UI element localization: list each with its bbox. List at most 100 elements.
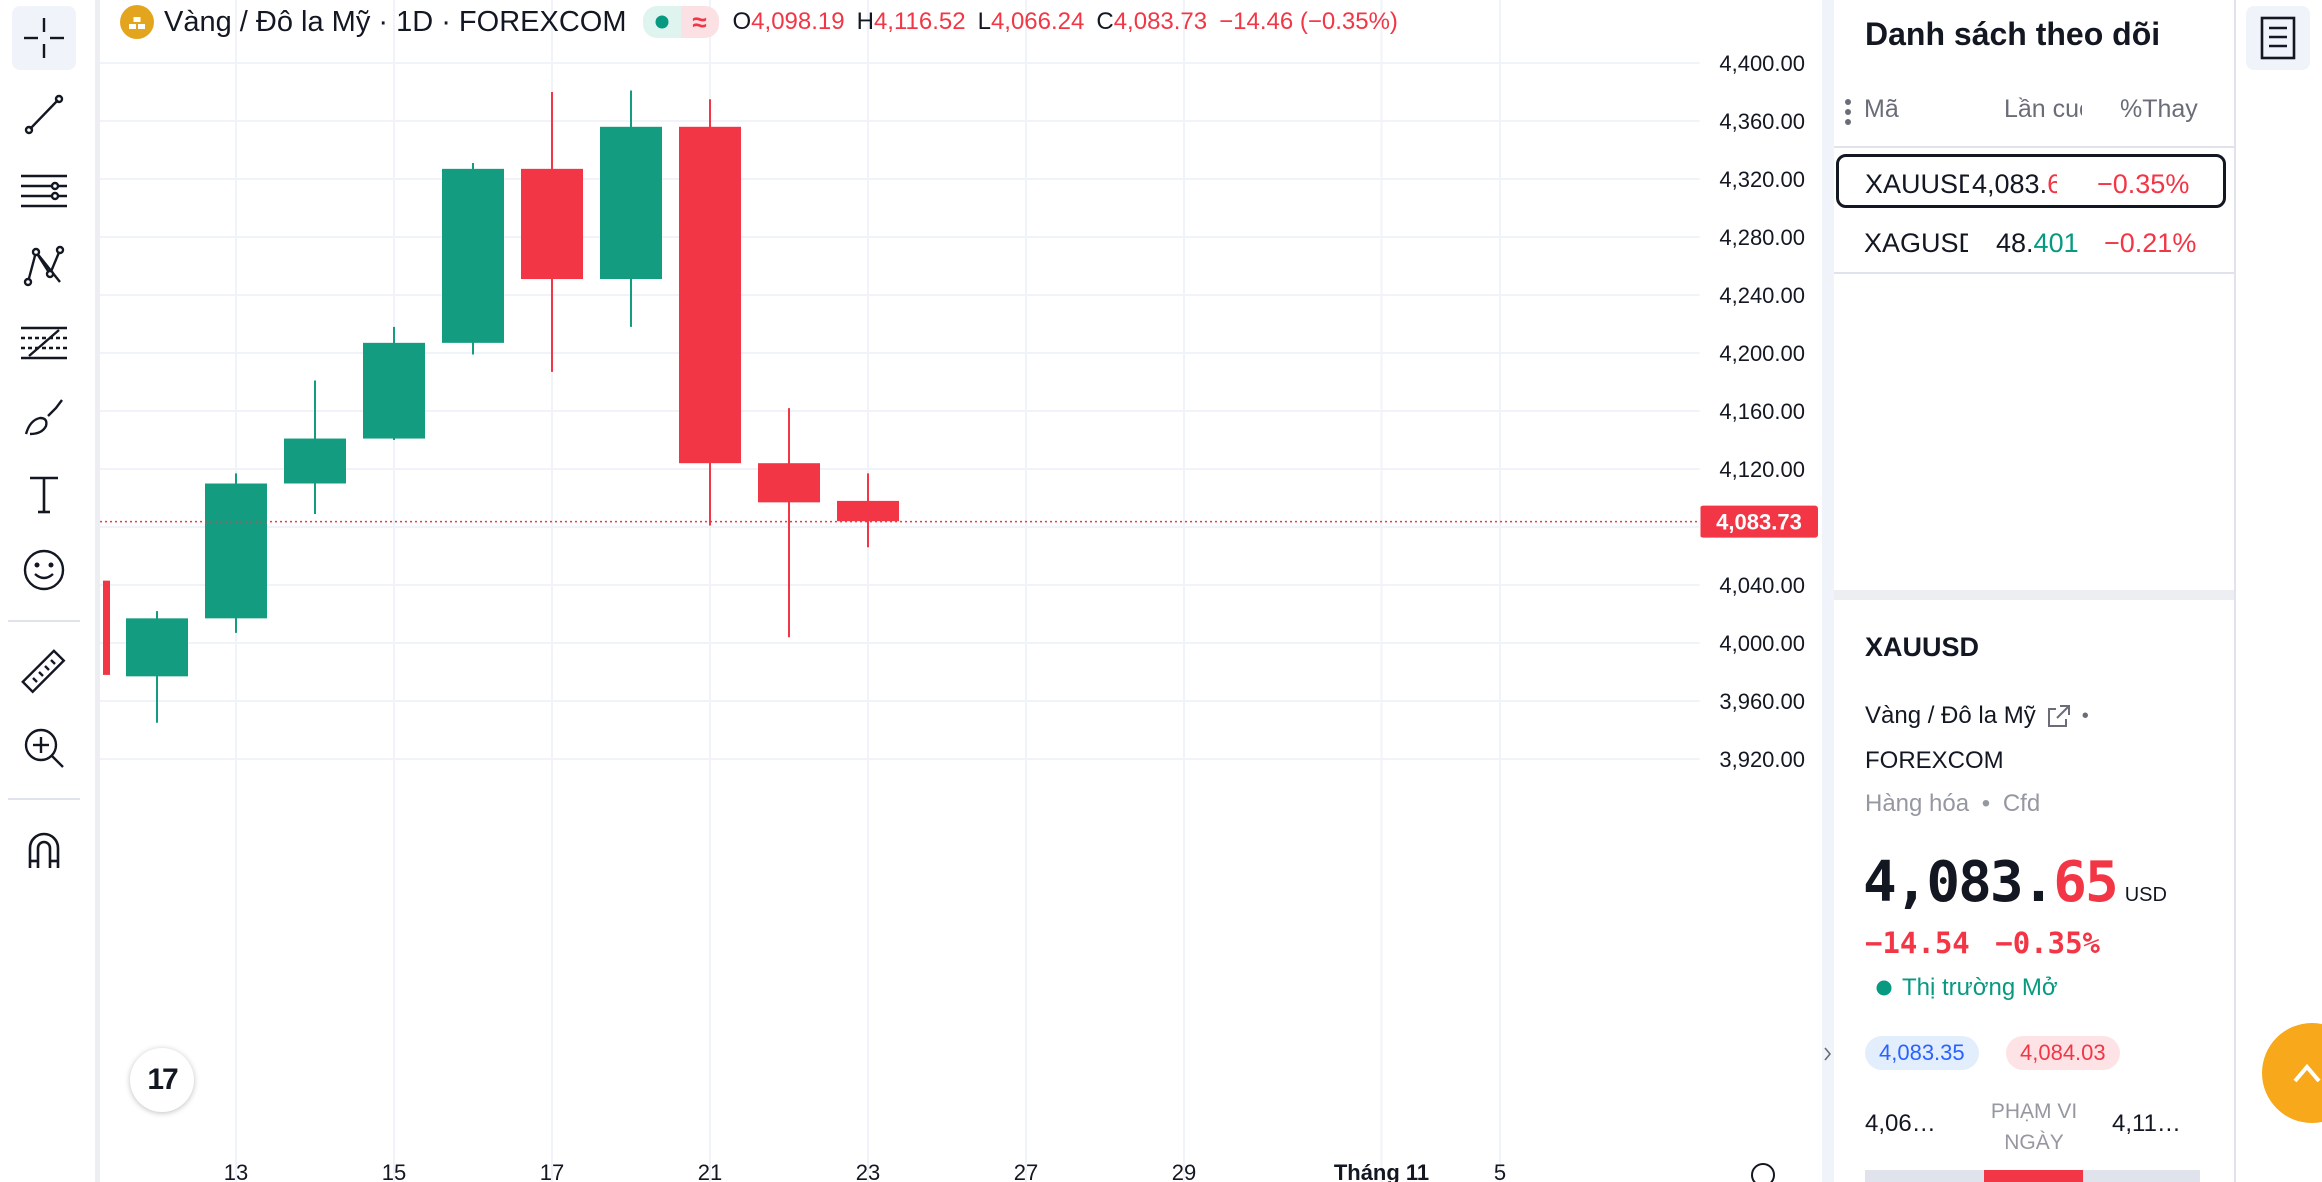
market-status[interactable]: Thị trường Mở	[1902, 974, 2058, 1001]
chevron-up-icon	[2293, 1063, 2321, 1083]
candle-up	[363, 342, 425, 439]
candle-down	[679, 126, 741, 464]
row-last: 4,083.65	[1972, 169, 2057, 199]
tv-logo-text: 17	[147, 1063, 178, 1096]
zoom-in-icon[interactable]	[12, 716, 76, 780]
panel-divider[interactable]	[1822, 0, 1834, 1182]
symbol-details: XAUUSD Vàng / Đô la Mỹ • FOREXCOM Hàng h…	[1834, 600, 2234, 1182]
current-price-badge	[1700, 505, 1818, 538]
range-high: 4,11…	[2112, 1110, 2181, 1137]
watchlist-title: Danh sách theo dõi	[1865, 16, 2161, 52]
text-icon[interactable]	[12, 462, 76, 526]
candle-partial	[103, 580, 110, 675]
detail-type: Cfd	[2002, 790, 2041, 817]
row-change: −0.35%	[2097, 169, 2190, 199]
gold-symbol-icon	[120, 5, 154, 39]
open-label: O	[732, 8, 752, 35]
range-low: 4,06…	[1865, 1110, 1936, 1137]
crosshair-icon[interactable]	[12, 6, 76, 70]
emoji-icon[interactable]	[12, 538, 76, 602]
right-sidebar	[2234, 0, 2322, 1182]
watchlist-row[interactable]: XAUUSD 4,083.65 −0.35%	[1836, 154, 2226, 208]
detail-change: −14.54	[1865, 926, 1970, 960]
open-value: 4,098.19	[751, 8, 845, 35]
y-tick-label: 4,240.00	[1719, 283, 1805, 308]
y-tick-label: 3,920.00	[1719, 747, 1805, 772]
x-tick-label: 23	[856, 1160, 880, 1182]
candle-down	[521, 168, 583, 280]
row-change: −0.21%	[2104, 228, 2197, 258]
watchlist-panel: Danh sách theo dõi Mã Lần cuối %Thay đổi…	[1834, 0, 2234, 590]
detail-name[interactable]: Vàng / Đô la Mỹ	[1865, 702, 2036, 729]
x-tick-label: 5	[1494, 1160, 1506, 1182]
watchlist-row[interactable]: XAGUSD 48.401 −0.21%	[1834, 214, 2234, 274]
bid-badge: 4,083.35	[1865, 1036, 1979, 1070]
current-price-label: 4,083.73	[1716, 510, 1802, 535]
x-tick-label: 17	[540, 1160, 564, 1182]
detail-currency: USD	[2124, 884, 2167, 906]
y-tick-label: 4,280.00	[1719, 225, 1805, 250]
x-tick-label: 15	[382, 1160, 406, 1182]
drawing-toolbar	[0, 0, 88, 1182]
chevron-right-icon[interactable]	[1822, 1036, 1834, 1072]
detail-exchange[interactable]: FOREXCOM	[1865, 747, 2004, 774]
range-bar-fill	[1984, 1170, 2083, 1182]
watchlist-icon[interactable]	[2246, 6, 2310, 70]
brush-icon[interactable]	[12, 386, 76, 450]
tradingview-logo[interactable]: 17	[130, 1048, 194, 1112]
col-change[interactable]: %Thay đổi	[2120, 95, 2202, 123]
settings-icon[interactable]	[1751, 1163, 1775, 1182]
horizontal-lines-icon[interactable]	[12, 158, 76, 222]
y-tick-label: 4,040.00	[1719, 573, 1805, 598]
candle-up	[126, 618, 188, 677]
price-chart[interactable]: 4,400.00 4,360.00 4,320.00 4,280.00 4,240.00…	[100, 0, 1822, 1182]
approx-icon: ≈	[680, 6, 719, 38]
candle-down	[837, 500, 899, 522]
candle-up	[284, 438, 346, 484]
detail-price: 4,083.65	[1863, 850, 2119, 915]
row-symbol: XAUUSD	[1865, 169, 1969, 199]
y-tick-label: 4,160.00	[1719, 399, 1805, 424]
close-value: 4,083.73	[1113, 8, 1208, 35]
candle-up	[600, 126, 662, 280]
y-tick-label: 4,360.00	[1719, 109, 1805, 134]
change-value: −14.46 (−0.35%)	[1219, 8, 1398, 35]
ask-badge: 4,084.03	[2006, 1036, 2120, 1070]
high-value: 4,116.52	[873, 8, 966, 35]
high-label: H	[856, 8, 874, 35]
pattern-icon[interactable]	[12, 234, 76, 298]
market-open-icon	[1876, 980, 1892, 996]
x-tick-label: 29	[1172, 1160, 1196, 1182]
candle-down	[758, 463, 820, 503]
x-tick-label: 13	[224, 1160, 248, 1182]
detail-symbol[interactable]: XAUUSD	[1865, 632, 1980, 662]
row-symbol: XAGUSD	[1864, 228, 1968, 258]
x-tick-label: 21	[698, 1160, 722, 1182]
candle-up	[442, 168, 504, 343]
symbol-title[interactable]: Vàng / Đô la Mỹ · 1D · FOREXCOM	[164, 5, 627, 38]
external-link-icon[interactable]	[2046, 703, 2072, 729]
y-tick-label: 4,200.00	[1719, 341, 1805, 366]
dot-icon	[642, 6, 681, 38]
status-pills[interactable]: ≈	[642, 6, 719, 38]
row-last: 48.401	[1996, 228, 2079, 258]
col-symbol[interactable]: Mã	[1864, 95, 1899, 123]
magnet-icon[interactable]	[12, 818, 76, 882]
x-tick-label: Tháng 11	[1334, 1160, 1429, 1182]
detail-change-pct: −0.35%	[1995, 926, 2100, 960]
more-vertical-icon[interactable]	[1844, 98, 1852, 126]
fib-icon[interactable]	[12, 310, 76, 374]
low-label: L	[977, 8, 991, 35]
x-tick-label: 27	[1014, 1160, 1038, 1182]
detail-category: Hàng hóa	[1865, 790, 1970, 817]
trend-line-icon[interactable]	[12, 82, 76, 146]
col-last[interactable]: Lần cuối	[2004, 95, 2082, 123]
range-bar	[1865, 1170, 2200, 1182]
y-tick-label: 4,000.00	[1719, 631, 1805, 656]
ruler-icon[interactable]	[12, 640, 76, 704]
panel-separator[interactable]	[1834, 590, 2234, 600]
y-tick-label: 4,320.00	[1719, 167, 1805, 192]
y-tick-label: 3,960.00	[1719, 689, 1805, 714]
low-value: 4,066.24	[990, 8, 1085, 35]
close-label: C	[1096, 8, 1114, 35]
